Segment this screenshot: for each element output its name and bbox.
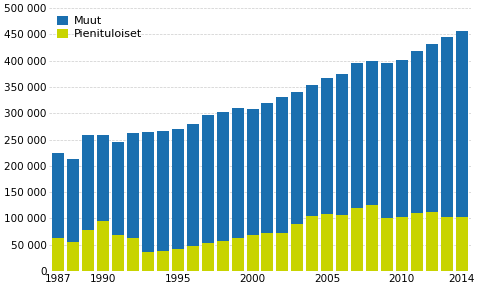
Bar — [247, 235, 259, 271]
Bar — [456, 31, 468, 217]
Bar — [351, 208, 363, 271]
Bar — [351, 63, 363, 208]
Bar — [247, 109, 259, 235]
Bar — [187, 124, 199, 246]
Bar — [306, 216, 318, 271]
Bar — [172, 249, 184, 271]
Bar — [202, 243, 214, 271]
Bar — [321, 214, 333, 271]
Bar — [52, 238, 64, 271]
Bar — [82, 230, 94, 271]
Bar — [262, 103, 274, 233]
Bar — [441, 217, 453, 271]
Bar — [82, 135, 94, 230]
Bar — [396, 60, 408, 217]
Bar — [232, 238, 243, 271]
Bar — [262, 233, 274, 271]
Bar — [366, 61, 378, 205]
Bar — [232, 108, 243, 238]
Bar — [52, 153, 64, 238]
Bar — [381, 219, 393, 271]
Bar — [441, 37, 453, 217]
Bar — [97, 135, 109, 221]
Bar — [202, 115, 214, 243]
Bar — [216, 112, 228, 240]
Bar — [187, 246, 199, 271]
Bar — [381, 63, 393, 219]
Bar — [67, 242, 79, 271]
Bar — [321, 77, 333, 214]
Bar — [366, 205, 378, 271]
Bar — [142, 132, 154, 252]
Bar — [157, 131, 169, 251]
Bar — [112, 142, 124, 235]
Legend: Muut, Pienituloiset: Muut, Pienituloiset — [55, 14, 144, 41]
Bar — [291, 224, 303, 271]
Bar — [97, 221, 109, 271]
Bar — [127, 133, 139, 238]
Bar — [336, 74, 348, 215]
Bar — [276, 97, 288, 233]
Bar — [172, 129, 184, 249]
Bar — [336, 215, 348, 271]
Bar — [276, 233, 288, 271]
Bar — [426, 44, 438, 212]
Bar — [306, 86, 318, 216]
Bar — [291, 92, 303, 224]
Bar — [411, 213, 423, 271]
Bar — [157, 251, 169, 271]
Bar — [112, 235, 124, 271]
Bar — [142, 252, 154, 271]
Bar — [127, 238, 139, 271]
Bar — [396, 217, 408, 271]
Bar — [411, 51, 423, 213]
Bar — [456, 217, 468, 271]
Bar — [216, 240, 228, 271]
Bar — [426, 212, 438, 271]
Bar — [67, 159, 79, 242]
